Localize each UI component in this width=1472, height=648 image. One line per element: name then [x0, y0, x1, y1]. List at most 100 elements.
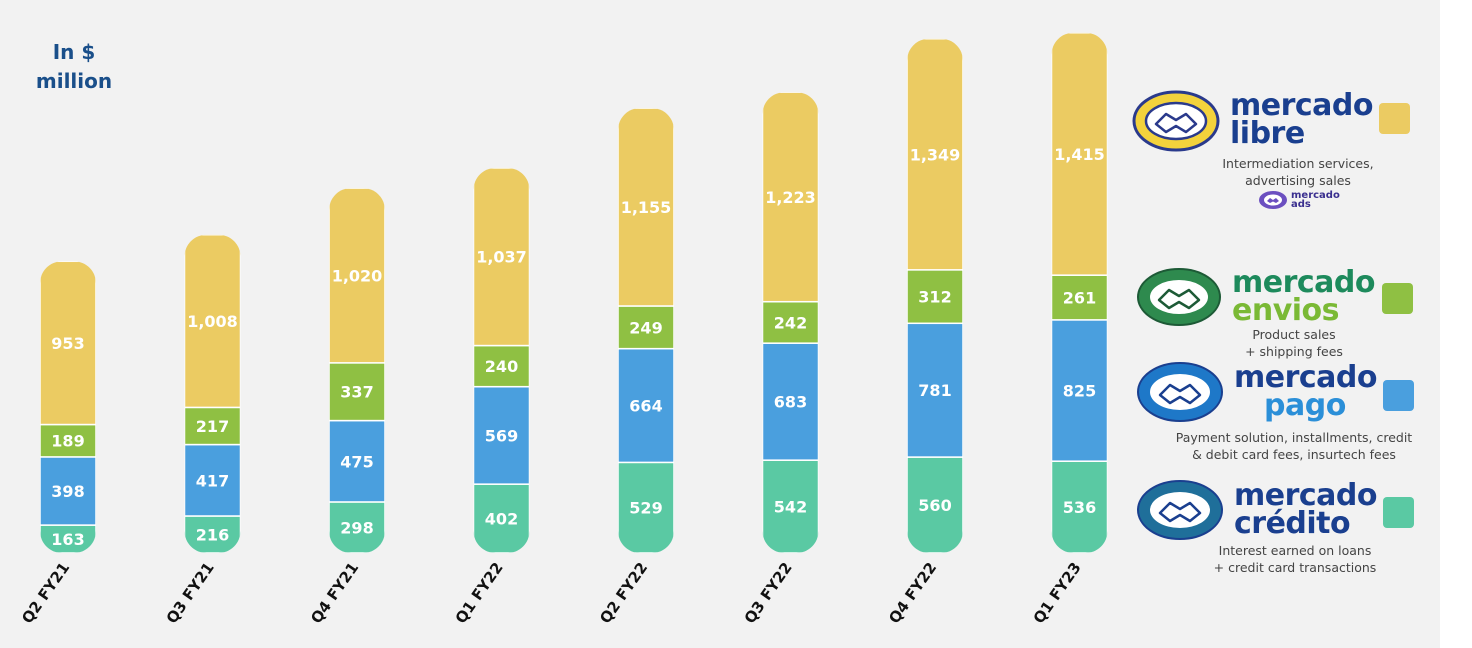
- data-label: 163: [51, 530, 84, 549]
- data-label: 398: [51, 482, 84, 501]
- legend-swatch-mercado-envios: [1382, 283, 1413, 314]
- data-label: 1,008: [187, 312, 238, 331]
- bar-segment: [1051, 32, 1108, 276]
- data-label: 337: [340, 383, 373, 402]
- bar-stack-q3-fy22: [762, 92, 819, 553]
- bar-stack-q2-fy22: [618, 108, 674, 553]
- data-label: 1,415: [1054, 145, 1105, 164]
- data-label: 298: [340, 518, 373, 537]
- desc-line1: Product sales: [1252, 327, 1336, 342]
- data-label: 536: [1063, 498, 1096, 517]
- bar-segment: [762, 342, 819, 461]
- data-label: 312: [918, 288, 951, 307]
- brand-line1: mercado: [1230, 88, 1374, 123]
- bar-stack-q4-fy22: [907, 38, 963, 554]
- legend-brand-mercado-libre: mercado libre: [1230, 88, 1374, 151]
- brand-line1: mercado: [1234, 478, 1378, 513]
- bar-stack-q4-fy21: [329, 188, 385, 553]
- category-label: Q3 FY21: [163, 559, 218, 627]
- data-label: 240: [485, 357, 518, 376]
- bar-segment: [907, 456, 963, 554]
- desc-line2: advertising sales: [1245, 173, 1351, 188]
- desc-line2: + credit card transactions: [1213, 560, 1377, 575]
- data-label: 261: [1063, 289, 1096, 308]
- data-label: 664: [629, 397, 662, 416]
- category-label: Q4 FY22: [885, 559, 940, 627]
- handshake-icon: [1259, 191, 1287, 209]
- data-label: 560: [918, 496, 951, 515]
- bar-segment: [473, 167, 530, 347]
- bar-segment: [907, 269, 963, 325]
- unit-label: In $ million: [22, 38, 126, 96]
- legend-swatch-mercado-libre: [1379, 103, 1410, 134]
- bar-segment: [184, 234, 241, 409]
- bar-segment: [762, 459, 819, 553]
- desc-line1: Interest earned on loans: [1218, 543, 1372, 558]
- bar-segment: [329, 188, 385, 364]
- mercado-ads-logo: mercado ads: [1258, 190, 1340, 210]
- ads-line2: ads: [1291, 199, 1311, 210]
- bar-segment: [40, 261, 96, 426]
- handshake-icon: [1137, 480, 1223, 540]
- bar-segment: [762, 92, 819, 303]
- bar-segment: [618, 108, 674, 307]
- category-label: Q4 FY21: [307, 559, 362, 627]
- category-label: Q1 FY23: [1030, 559, 1085, 627]
- bar-segment: [907, 322, 963, 458]
- ads-line1: mercado: [1291, 190, 1340, 201]
- legend-brand-mercado-pago: mercado pago: [1234, 363, 1378, 423]
- data-label: 542: [774, 498, 807, 517]
- data-label: 569: [485, 426, 518, 445]
- bar-segment: [329, 419, 385, 503]
- data-label: 417: [196, 471, 229, 490]
- data-label: 1,349: [910, 145, 961, 164]
- data-label: 1,155: [621, 198, 672, 217]
- data-label: 189: [51, 432, 84, 451]
- legend-brand-mercado-envios: mercado envios: [1232, 265, 1376, 328]
- data-label: 683: [774, 393, 807, 412]
- handshake-icon: [1132, 90, 1220, 152]
- bar-stack-q3-fy21: [184, 234, 241, 553]
- data-label: 953: [51, 334, 84, 353]
- brand-line2: envios: [1232, 293, 1340, 328]
- bar-stack-q1-fy23: [1051, 32, 1108, 553]
- data-label: 242: [774, 313, 807, 332]
- desc-line1: Payment solution, installments, credit: [1175, 430, 1413, 445]
- legend-desc-mercado-credito: Interest earned on loans + credit card t…: [1190, 542, 1400, 576]
- page-edge: [1440, 0, 1472, 648]
- unit-label-line2: million: [35, 69, 113, 93]
- bar-segment: [473, 385, 530, 485]
- legend-brand-mercado-credito: mercado crédito: [1234, 478, 1378, 541]
- category-label: Q2 FY22: [596, 559, 651, 627]
- stacked-bar-chart: 163 398 189 953 Q2 FY21 216 417 217 1,008 Q3 FY21…: [18, 32, 1108, 627]
- legend-desc-mercado-envios: Product sales + shipping fees: [1194, 326, 1394, 360]
- legend-swatch-mercado-pago: [1383, 380, 1414, 411]
- category-label: Q3 FY22: [741, 559, 796, 627]
- handshake-icon: [1137, 268, 1221, 326]
- brand-line2: crédito: [1234, 506, 1351, 541]
- data-label: 1,037: [476, 248, 527, 267]
- data-label: 402: [485, 510, 518, 529]
- desc-line2: & debit card fees, insurtech fees: [1192, 447, 1396, 462]
- bar-segment: [473, 344, 530, 388]
- bar-segment: [762, 300, 819, 344]
- data-label: 529: [629, 499, 662, 518]
- data-label: 249: [629, 318, 662, 337]
- desc-line1: Intermediation services,: [1222, 156, 1374, 171]
- bar-segment: [473, 483, 530, 553]
- data-label: 216: [196, 525, 229, 544]
- category-label: Q2 FY21: [18, 559, 73, 627]
- legend-swatch-mercado-credito: [1383, 497, 1414, 528]
- category-label: Q1 FY22: [452, 559, 507, 627]
- desc-line2: + shipping fees: [1245, 344, 1343, 359]
- brand-line2: pago: [1264, 388, 1346, 423]
- data-label: 1,020: [332, 266, 383, 285]
- bar-segment: [329, 362, 385, 422]
- data-label: 217: [196, 417, 229, 436]
- brand-line1: mercado: [1232, 265, 1376, 300]
- brand-line2: libre: [1230, 116, 1305, 151]
- bar-stack-q2-fy21: [40, 261, 96, 553]
- handshake-icon: [1137, 362, 1223, 422]
- bar-segment: [1051, 319, 1108, 462]
